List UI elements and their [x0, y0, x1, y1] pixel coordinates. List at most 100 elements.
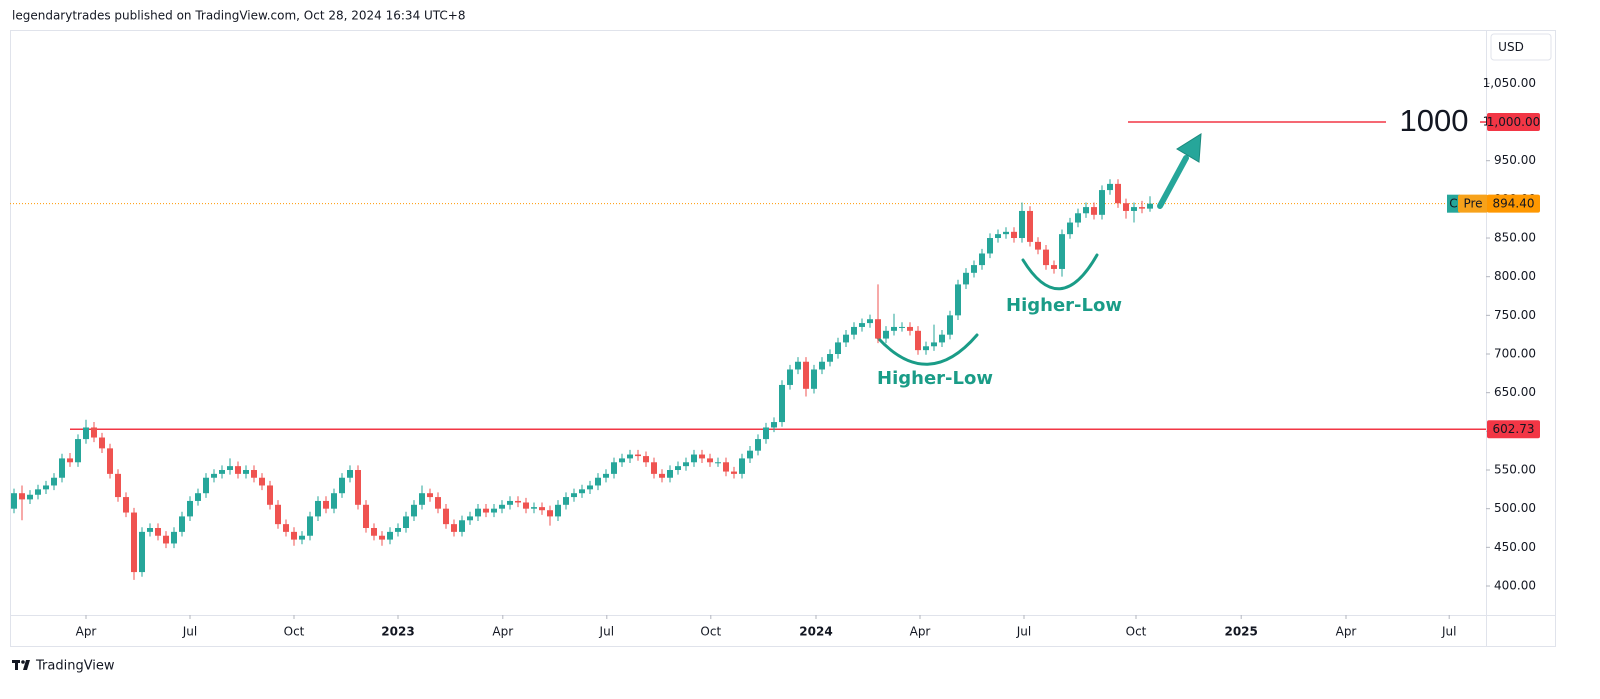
- y-tick-label: 1,050.00: [1483, 76, 1536, 90]
- currency: USD: [1498, 40, 1524, 54]
- candle-body: [755, 439, 761, 451]
- candle-body: [1147, 203, 1153, 209]
- candle-body: [635, 454, 641, 457]
- candle-body: [123, 497, 129, 513]
- candle-body: [1059, 234, 1065, 269]
- level-label-box: [1487, 420, 1540, 439]
- annotation: Higher-Low: [877, 368, 993, 389]
- candle-body: [611, 462, 617, 474]
- candle-body: [899, 326, 905, 328]
- candle-body: [131, 512, 137, 573]
- candle-body: [579, 489, 585, 494]
- candle-body: [251, 470, 257, 478]
- candle-body: [291, 531, 297, 540]
- candle-body: [283, 524, 289, 532]
- y-tick-label: 500.00: [1494, 501, 1536, 515]
- candle-body: [875, 319, 881, 339]
- candle-body: [667, 470, 673, 478]
- candle-body: [851, 326, 857, 335]
- candle-body: [443, 508, 449, 525]
- candle-body: [507, 500, 513, 505]
- candle-body: [435, 497, 441, 509]
- candle-body: [995, 234, 1001, 239]
- candle-body: [179, 516, 185, 532]
- candle-body: [515, 500, 521, 503]
- candle-body: [811, 369, 817, 389]
- x-tick-label: Jul: [1441, 625, 1456, 639]
- currency-box[interactable]: [1490, 33, 1552, 61]
- candle-body: [979, 253, 985, 266]
- candle-body: [1035, 241, 1041, 250]
- candle-body: [339, 477, 345, 494]
- candle-body: [387, 531, 393, 540]
- candle-body: [419, 493, 425, 505]
- candle-body: [819, 361, 825, 370]
- candle-body: [523, 502, 529, 509]
- level-label: 1,000.00: [1487, 115, 1540, 129]
- candle-body: [475, 508, 481, 517]
- y-tick-label: 400.00: [1494, 579, 1536, 593]
- candle-body: [299, 535, 305, 540]
- candle-body: [267, 485, 273, 505]
- chart-frame: [10, 30, 1556, 647]
- candle-body: [715, 462, 721, 464]
- candle-body: [363, 504, 369, 529]
- last-price-label: 894.40: [1493, 197, 1535, 211]
- arrow-head: [1176, 133, 1202, 163]
- candle-body: [75, 439, 81, 463]
- candle-body: [275, 504, 281, 525]
- candle-body: [259, 477, 265, 486]
- candle-body: [947, 315, 953, 335]
- candle-body: [491, 508, 497, 513]
- candle-body: [83, 427, 89, 440]
- candle-body: [1139, 207, 1145, 209]
- y-tick-label: 700.00: [1494, 347, 1536, 361]
- x-tick-label: Jul: [182, 625, 197, 639]
- candle-body: [187, 500, 193, 517]
- candle-body: [987, 238, 993, 254]
- candle-body: [1131, 207, 1137, 211]
- candle-body: [651, 462, 657, 474]
- candle-body: [203, 477, 209, 494]
- level-label-box: [1487, 113, 1540, 132]
- symbol-tag-box: [1447, 194, 1460, 213]
- candle-body: [803, 361, 809, 389]
- candle-body: [43, 485, 49, 490]
- arc: [876, 333, 979, 366]
- candle-body: [563, 497, 569, 505]
- header-text: legendarytrades published on TradingView…: [12, 9, 466, 23]
- candle-body: [867, 319, 873, 324]
- candle-body: [483, 508, 489, 513]
- candle-body: [107, 448, 113, 474]
- candle-body: [683, 462, 689, 467]
- candle-body: [331, 493, 337, 509]
- candle-body: [627, 454, 633, 459]
- candle-body: [155, 528, 161, 536]
- candle-body: [931, 342, 937, 347]
- session-box: [1458, 194, 1488, 213]
- x-tick-label: 2024: [799, 625, 832, 639]
- candle-body: [243, 470, 249, 474]
- x-tick-label: Apr: [910, 625, 931, 639]
- last-price-box: [1487, 194, 1540, 213]
- candle-body: [1075, 213, 1081, 223]
- candle-body: [691, 454, 697, 463]
- x-tick-label: Apr: [76, 625, 97, 639]
- candle-body: [531, 507, 537, 509]
- candle-body: [403, 516, 409, 529]
- y-tick-label: 550.00: [1494, 463, 1536, 477]
- candle-body: [939, 334, 945, 343]
- x-tick-label: Apr: [1336, 625, 1357, 639]
- session-label: Pre: [1463, 197, 1482, 211]
- candle-body: [771, 422, 777, 428]
- candle-body: [547, 510, 553, 517]
- candle-body: [1043, 249, 1049, 266]
- candle-body: [555, 504, 561, 517]
- candle-body: [411, 504, 417, 517]
- candle-body: [395, 528, 401, 532]
- candle-body: [1083, 207, 1089, 214]
- candle-body: [643, 456, 649, 463]
- candle-body: [619, 458, 625, 463]
- candle-body: [739, 458, 745, 474]
